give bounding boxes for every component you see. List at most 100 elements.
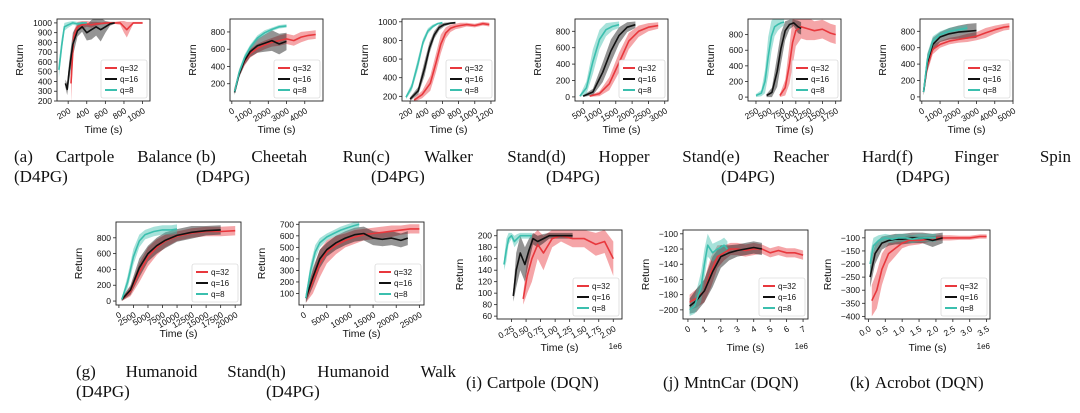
series-band-q=32 xyxy=(689,242,804,310)
caption-b: (b) Cheetah Run (D4PG) xyxy=(196,147,371,186)
y-axis-label: Return xyxy=(640,259,652,291)
y-tick-label: 80 xyxy=(483,300,493,310)
legend: q=32 q=16 q=8 xyxy=(374,263,422,303)
y-tick-label: 800 xyxy=(97,233,111,243)
legend-label: q=8 xyxy=(465,86,479,95)
series-group xyxy=(579,21,659,97)
y-tick-label: 800 xyxy=(211,27,225,37)
y-tick-label: −200 xyxy=(659,305,678,315)
x-axis-label: Time (s) xyxy=(602,124,640,136)
series-line-q=8 xyxy=(503,234,532,265)
x-tick-label: 3.0 xyxy=(959,323,974,338)
legend-label: q=32 xyxy=(293,64,312,73)
subplot-k: −400 −350 −300 −250 −200 −150 −100 0.0 0.5 1.0 1.5… xyxy=(822,229,991,354)
x-tick-label: 400 xyxy=(413,105,431,121)
legend: q=32 q=16 q=8 xyxy=(963,59,1011,99)
legend: q=32 q=16 q=8 xyxy=(273,59,321,99)
series-band-q=8 xyxy=(305,222,360,303)
series-band-q=8 xyxy=(756,19,785,98)
x-tick-label: 1.5 xyxy=(908,323,923,338)
legend-label: q=32 xyxy=(120,64,139,73)
series-band-q=16 xyxy=(689,241,762,314)
y-tick-label: 1000 xyxy=(378,17,397,27)
y-tick-label: 600 xyxy=(38,57,52,67)
y-tick-label: 400 xyxy=(383,73,397,83)
legend-label: q=16 xyxy=(394,279,413,288)
x-tick-label: 200 xyxy=(397,105,415,121)
x-tick-label: 0.0 xyxy=(857,323,872,338)
series-band-q=16 xyxy=(513,232,573,302)
y-tick-label: −100 xyxy=(841,233,860,243)
y-axis-label: Return xyxy=(532,44,544,76)
y-tick-label: 200 xyxy=(38,96,52,106)
legend: q=32 q=16 q=8 xyxy=(791,59,839,99)
series-line-q=8 xyxy=(922,27,968,93)
x-tick-label: 0 xyxy=(683,323,692,334)
x-tick-label: 0 xyxy=(114,309,123,320)
y-tick-label: 200 xyxy=(901,76,915,86)
x-tick-label: 3000 xyxy=(648,105,670,123)
caption-i: (i) Cartpole (DQN) xyxy=(466,373,599,392)
legend-label: q=16 xyxy=(120,75,139,84)
y-tick-label: 700 xyxy=(38,47,52,57)
series-group xyxy=(121,224,236,301)
legend-label: q=8 xyxy=(638,86,652,95)
y-tick-label: 60 xyxy=(483,311,493,321)
series-line-q=8 xyxy=(121,228,178,300)
y-tick-label: 0 xyxy=(910,92,915,102)
y-axis-label: Return xyxy=(14,44,26,76)
legend-label: q=16 xyxy=(592,293,611,302)
caption-h: (h) Humanoid Walk (D4PG) xyxy=(266,362,456,401)
y-tick-label: 100 xyxy=(280,288,294,298)
x-axis-label: Time (s) xyxy=(429,124,467,136)
y-tick-label: −400 xyxy=(841,311,860,321)
x-tick-label: 15000 xyxy=(352,309,378,330)
y-tick-label: 200 xyxy=(478,231,492,241)
x-tick-label: 3 xyxy=(732,323,741,334)
y-tick-label: 400 xyxy=(97,264,111,274)
legend-label: q=16 xyxy=(811,75,830,84)
y-tick-label: 200 xyxy=(383,91,397,101)
x-tick-label: 400 xyxy=(74,105,92,121)
x-axis-label: Time (s) xyxy=(540,342,578,354)
x-tick-label: 2.5 xyxy=(942,323,957,338)
legend-label: q=32 xyxy=(960,282,979,291)
legend-box xyxy=(273,59,321,99)
series-group xyxy=(305,222,420,303)
x-tick-label: 7 xyxy=(798,323,807,334)
legend-box xyxy=(791,59,839,99)
x-tick-label: 800 xyxy=(111,105,129,121)
legend: q=32 q=16 q=8 xyxy=(572,277,620,317)
y-tick-label: 300 xyxy=(280,265,294,275)
legend-label: q=32 xyxy=(983,64,1002,73)
legend-label: q=32 xyxy=(465,64,484,73)
x-tick-label: 2.00 xyxy=(598,323,618,340)
legend-box xyxy=(100,59,148,99)
y-tick-label: 600 xyxy=(211,44,225,54)
legend-label: q=32 xyxy=(811,64,830,73)
series-band-q=8 xyxy=(579,21,620,97)
legend: q=32 q=16 q=8 xyxy=(618,59,666,99)
x-axis-label: Time (s) xyxy=(342,328,380,340)
series-band-q=32 xyxy=(71,21,143,101)
y-tick-label: −150 xyxy=(841,246,860,256)
series-line-q=16 xyxy=(869,237,943,278)
legend-label: q=32 xyxy=(394,268,413,277)
y-tick-label: 600 xyxy=(97,249,111,259)
series-line-q=16 xyxy=(64,22,115,91)
x-tick-label: 1200 xyxy=(474,105,496,123)
axes-frame xyxy=(864,229,991,320)
x-tick-label: 1.0 xyxy=(891,323,906,338)
y-axis-label: Return xyxy=(454,259,466,291)
x-tick-label: 2 xyxy=(716,323,725,334)
y-tick-label: 800 xyxy=(38,37,52,47)
series-line-q=32 xyxy=(522,234,615,300)
legend-label: q=8 xyxy=(120,86,134,95)
subplot-e: 02004006008002505007501000125015001750Ti… xyxy=(705,18,842,136)
x-tick-label: 0.5 xyxy=(874,323,889,338)
axes-frame xyxy=(56,18,151,102)
series-band-q=16 xyxy=(583,21,636,97)
